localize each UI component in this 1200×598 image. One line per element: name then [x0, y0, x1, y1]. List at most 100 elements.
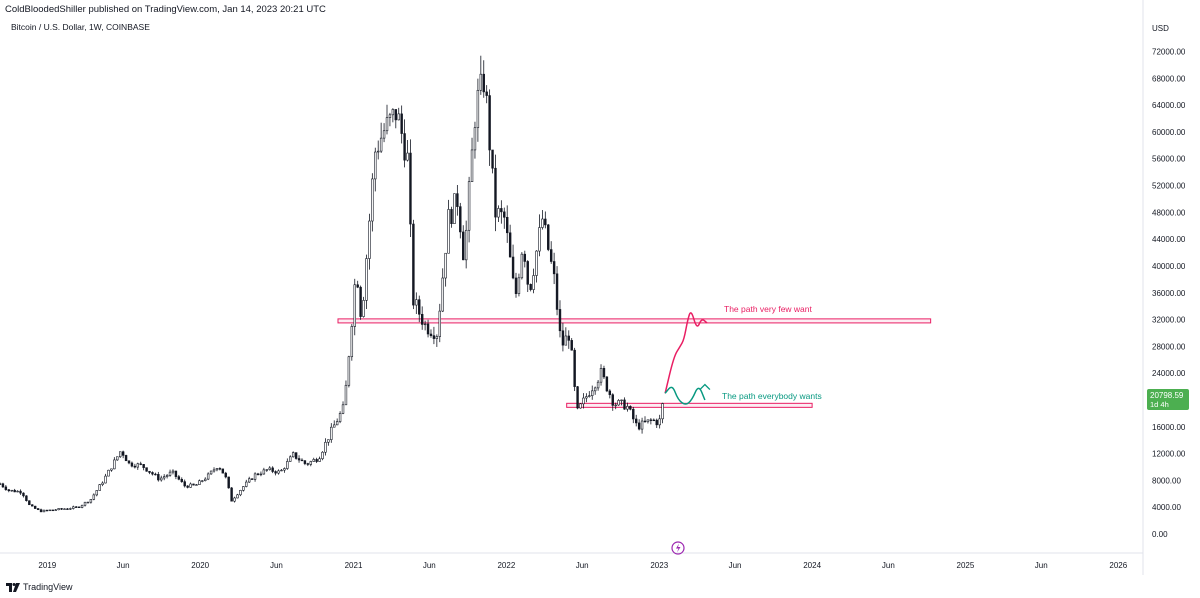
candle-body — [599, 368, 603, 383]
candle — [444, 252, 447, 287]
candle — [212, 467, 216, 473]
candle-body — [453, 193, 456, 224]
event-icon-ring — [671, 541, 685, 555]
x-tick-label: 2025 — [957, 561, 975, 570]
candle-body — [171, 470, 175, 473]
candle-body — [136, 463, 140, 468]
last-price-tag: 20798.59 1d 4h — [1147, 389, 1189, 410]
y-tick-label: 52000.00 — [1152, 182, 1186, 191]
pink-path-label: The path very few want — [724, 304, 813, 314]
candle — [31, 504, 34, 507]
candle-body — [142, 464, 145, 468]
candle — [409, 139, 412, 238]
candle — [162, 474, 166, 481]
candle — [236, 493, 239, 499]
candle-body — [256, 473, 260, 475]
candle-body — [547, 224, 550, 250]
candle — [503, 207, 506, 229]
candle — [538, 214, 541, 257]
candle-body — [162, 476, 166, 479]
event-icon[interactable] — [671, 541, 685, 555]
candle-body — [48, 509, 52, 512]
candle — [423, 320, 427, 331]
candle-body — [564, 335, 568, 346]
candle-body — [371, 178, 374, 222]
candle — [623, 397, 626, 410]
x-tick-label: 2019 — [38, 561, 56, 570]
y-tick-label: 12000.00 — [1152, 450, 1186, 459]
candle — [265, 469, 269, 472]
candle — [289, 455, 292, 462]
candle — [127, 460, 131, 465]
candle — [54, 509, 57, 511]
candle-body — [201, 480, 204, 482]
candle — [629, 405, 632, 411]
candle — [297, 455, 301, 463]
candle — [0, 482, 2, 485]
candle-body — [113, 459, 116, 470]
candle — [51, 509, 54, 512]
x-tick-label: 2023 — [650, 561, 668, 570]
candle — [632, 406, 635, 424]
candle — [529, 283, 532, 292]
candle — [145, 467, 148, 472]
candle-body — [300, 459, 304, 462]
candle — [476, 78, 480, 142]
candle — [45, 509, 49, 512]
candle — [359, 285, 362, 320]
candle-body — [69, 508, 72, 510]
y-tick-label: 24000.00 — [1152, 369, 1186, 378]
candle — [113, 457, 116, 470]
candle — [92, 493, 96, 501]
candle-body — [39, 509, 43, 513]
candle-body — [28, 500, 31, 506]
candle-body — [567, 335, 570, 341]
candle-body — [652, 419, 656, 422]
tradingview-footer[interactable]: TradingView — [6, 582, 73, 592]
annotation-labels-layer: The path very few want The path everybod… — [722, 304, 822, 401]
candle-body — [658, 418, 661, 426]
candle-body — [60, 508, 63, 510]
candle — [482, 60, 485, 98]
last-price-tag-bg — [1147, 389, 1189, 410]
candle — [432, 326, 436, 345]
candle-body — [101, 482, 104, 485]
candle — [268, 466, 271, 471]
candle — [315, 457, 318, 464]
candle-body — [318, 458, 321, 462]
candle-body — [245, 481, 248, 487]
candle-body — [312, 459, 315, 462]
pink-path — [664, 312, 708, 394]
candle-body — [0, 483, 2, 485]
projection-paths-layer — [664, 312, 711, 405]
candle-body — [646, 419, 650, 423]
candle — [291, 451, 295, 458]
candle-body — [561, 330, 565, 346]
candle-body — [435, 336, 439, 339]
candle-body — [591, 390, 594, 396]
candle-body — [347, 356, 351, 386]
candle-body — [25, 495, 28, 502]
candle — [192, 483, 195, 486]
candle-body — [579, 403, 582, 409]
candle-body — [643, 420, 647, 423]
candle-body — [523, 253, 527, 262]
candle-body — [459, 206, 462, 233]
candle-body — [157, 474, 160, 481]
candle-body — [406, 152, 409, 161]
candle — [321, 451, 324, 461]
candle-body — [444, 252, 447, 279]
candle-body — [45, 509, 49, 512]
candle — [626, 402, 629, 412]
candle — [183, 479, 186, 488]
candle-body — [394, 109, 398, 121]
candle — [350, 324, 354, 361]
candle-body — [552, 261, 556, 275]
candle-body — [218, 468, 222, 470]
candle — [368, 213, 371, 270]
candle-body — [315, 459, 318, 462]
candle — [561, 322, 565, 352]
candle-body — [259, 473, 263, 476]
candle-body — [204, 478, 207, 481]
